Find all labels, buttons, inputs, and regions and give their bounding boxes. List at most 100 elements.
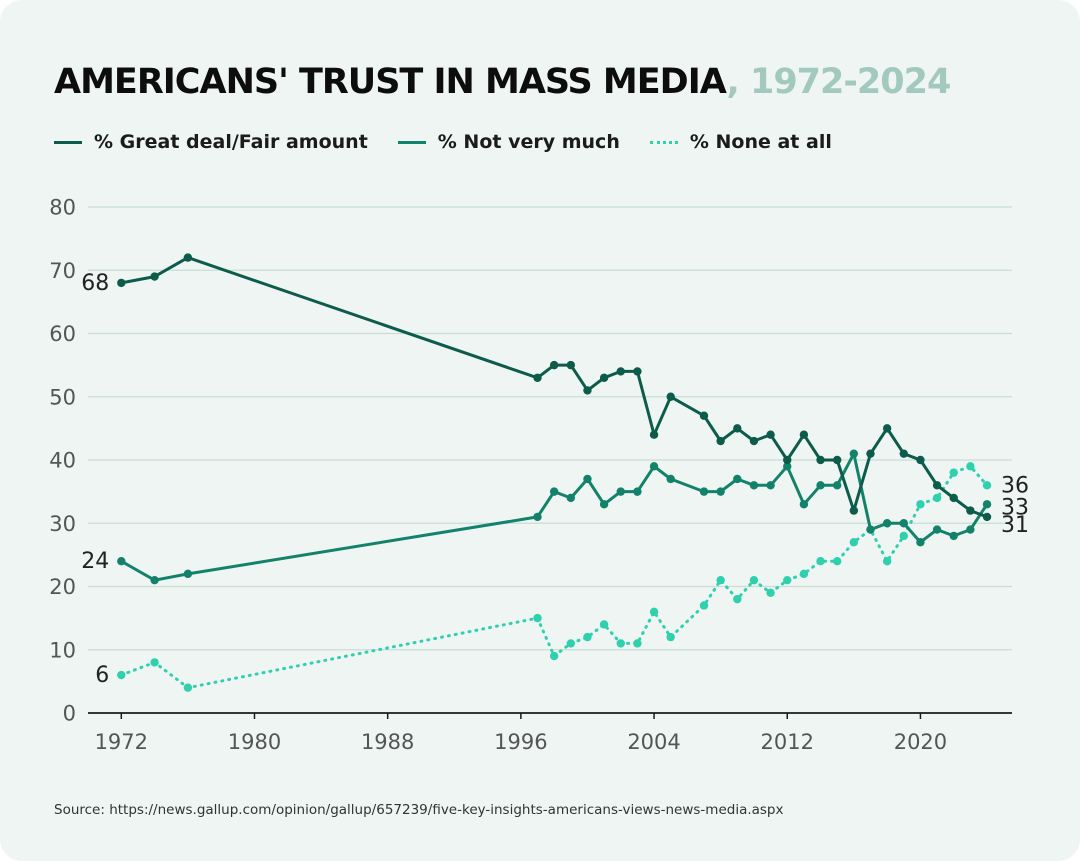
point-none-at-all-2023 <box>966 462 975 471</box>
point-not-very-much-2003 <box>633 487 642 496</box>
point-none-at-all-2018 <box>882 557 892 566</box>
point-great-deal-2010 <box>749 436 759 446</box>
point-great-deal-1976 <box>183 253 193 262</box>
point-great-deal-2024 <box>982 512 992 522</box>
point-none-at-all-2010 <box>749 575 759 585</box>
point-great-deal-2000 <box>583 386 592 395</box>
data-label-not-very-much-end: 33 <box>1001 495 1029 520</box>
point-great-deal-2019 <box>899 449 908 458</box>
legend-label-none-at-all: % None at all <box>689 131 832 153</box>
point-great-deal-2009 <box>733 424 742 433</box>
series-line-not-very-much <box>119 452 989 582</box>
point-great-deal-1998 <box>549 360 559 370</box>
point-none-at-all-2008 <box>716 575 725 585</box>
point-great-deal-1997 <box>533 373 542 382</box>
series-line-none-at-all <box>119 464 989 690</box>
x-tick-label-1988: 1988 <box>361 730 414 754</box>
point-great-deal-1974 <box>150 272 159 281</box>
title-main: AMERICANS' TRUST IN MASS MEDIA <box>54 62 727 102</box>
point-not-very-much-2013 <box>799 500 809 509</box>
point-not-very-much-2019 <box>899 519 908 528</box>
y-tick-label-80: 80 <box>49 196 76 220</box>
point-none-at-all-2002 <box>616 639 625 648</box>
y-tick-label-30: 30 <box>49 512 76 536</box>
data-label-none-at-all-start: 6 <box>95 663 109 688</box>
point-great-deal-2016 <box>849 506 859 515</box>
data-label-none-at-all-end: 36 <box>1001 473 1029 498</box>
point-not-very-much-1997 <box>533 512 542 522</box>
y-tick-label-0: 0 <box>63 702 76 726</box>
point-great-deal-2008 <box>716 436 725 446</box>
point-not-very-much-2002 <box>616 487 625 496</box>
y-tick-label-60: 60 <box>49 322 76 346</box>
point-great-deal-2013 <box>799 430 809 439</box>
point-not-very-much-2007 <box>699 487 709 496</box>
point-not-very-much-2004 <box>649 462 659 471</box>
point-none-at-all-2019 <box>899 531 908 541</box>
point-not-very-much-1999 <box>566 493 576 503</box>
point-none-at-all-1974 <box>150 658 159 667</box>
point-not-very-much-2022 <box>949 531 958 541</box>
point-not-very-much-2020 <box>916 538 925 547</box>
point-not-very-much-2014 <box>816 481 825 490</box>
x-tick-label-2004: 2004 <box>627 730 680 754</box>
point-not-very-much-2001 <box>599 500 609 509</box>
point-none-at-all-1997 <box>533 613 542 623</box>
legend-swatch-not-very-much <box>397 140 426 144</box>
point-great-deal-2003 <box>633 367 642 376</box>
point-not-very-much-2012 <box>783 462 792 471</box>
legend-swatch-great-deal <box>54 140 82 144</box>
data-label-great-deal-end: 31 <box>1001 513 1029 538</box>
point-great-deal-2007 <box>699 411 709 420</box>
point-none-at-all-2024 <box>982 481 992 490</box>
point-great-deal-2004 <box>649 430 659 439</box>
point-great-deal-2017 <box>866 449 875 458</box>
point-none-at-all-2000 <box>583 632 592 642</box>
point-none-at-all-2020 <box>916 500 925 509</box>
point-none-at-all-2005 <box>666 632 675 642</box>
point-great-deal-2023 <box>966 506 975 515</box>
legend-item-great-deal: % Great deal/Fair amount <box>54 131 368 153</box>
point-great-deal-2020 <box>916 455 925 465</box>
chart-title: AMERICANS' TRUST IN MASS MEDIA, 1972-202… <box>54 62 951 102</box>
point-great-deal-2015 <box>832 455 842 465</box>
point-not-very-much-2017 <box>866 525 875 534</box>
point-great-deal-1999 <box>566 360 576 370</box>
point-not-very-much-2015 <box>832 481 842 490</box>
point-none-at-all-2015 <box>832 557 842 566</box>
y-tick-label-70: 70 <box>49 259 76 283</box>
point-great-deal-2002 <box>616 367 625 376</box>
point-not-very-much-2021 <box>932 525 942 534</box>
point-none-at-all-2021 <box>932 493 942 503</box>
point-none-at-all-2009 <box>733 594 742 604</box>
point-none-at-all-2022 <box>949 468 958 477</box>
y-tick-label-10: 10 <box>49 638 76 662</box>
x-tick-label-1996: 1996 <box>494 730 547 754</box>
point-great-deal-2014 <box>816 455 825 465</box>
point-not-very-much-2005 <box>666 474 675 484</box>
legend-item-not-very-much: % Not very much <box>397 131 620 153</box>
point-none-at-all-2012 <box>783 575 792 585</box>
point-not-very-much-2023 <box>966 525 975 534</box>
x-tick-label-2012: 2012 <box>761 730 814 754</box>
point-none-at-all-2013 <box>799 569 809 579</box>
point-not-very-much-1998 <box>549 487 559 496</box>
point-not-very-much-2018 <box>882 519 892 528</box>
y-tick-label-40: 40 <box>49 449 76 473</box>
data-label-not-very-much-start: 24 <box>81 549 109 574</box>
point-great-deal-2012 <box>783 455 792 465</box>
point-none-at-all-1976 <box>183 683 193 692</box>
title-years: , 1972-2024 <box>726 62 951 102</box>
point-not-very-much-2008 <box>716 487 725 496</box>
point-not-very-much-2010 <box>749 481 759 490</box>
point-great-deal-2001 <box>599 373 609 382</box>
legend-swatch-none-at-all <box>649 140 678 144</box>
point-none-at-all-2007 <box>699 601 709 610</box>
legend-item-none-at-all: % None at all <box>649 131 832 153</box>
x-tick-label-1972: 1972 <box>95 730 148 754</box>
y-tick-label-20: 20 <box>49 575 76 599</box>
legend-label-great-deal: % Great deal/Fair amount <box>94 131 368 153</box>
line-chart: 0 10 20 30 40 50 60 70 80 1972 1980 1988 1996 2004 201… <box>49 196 1029 755</box>
point-great-deal-2018 <box>882 424 892 433</box>
